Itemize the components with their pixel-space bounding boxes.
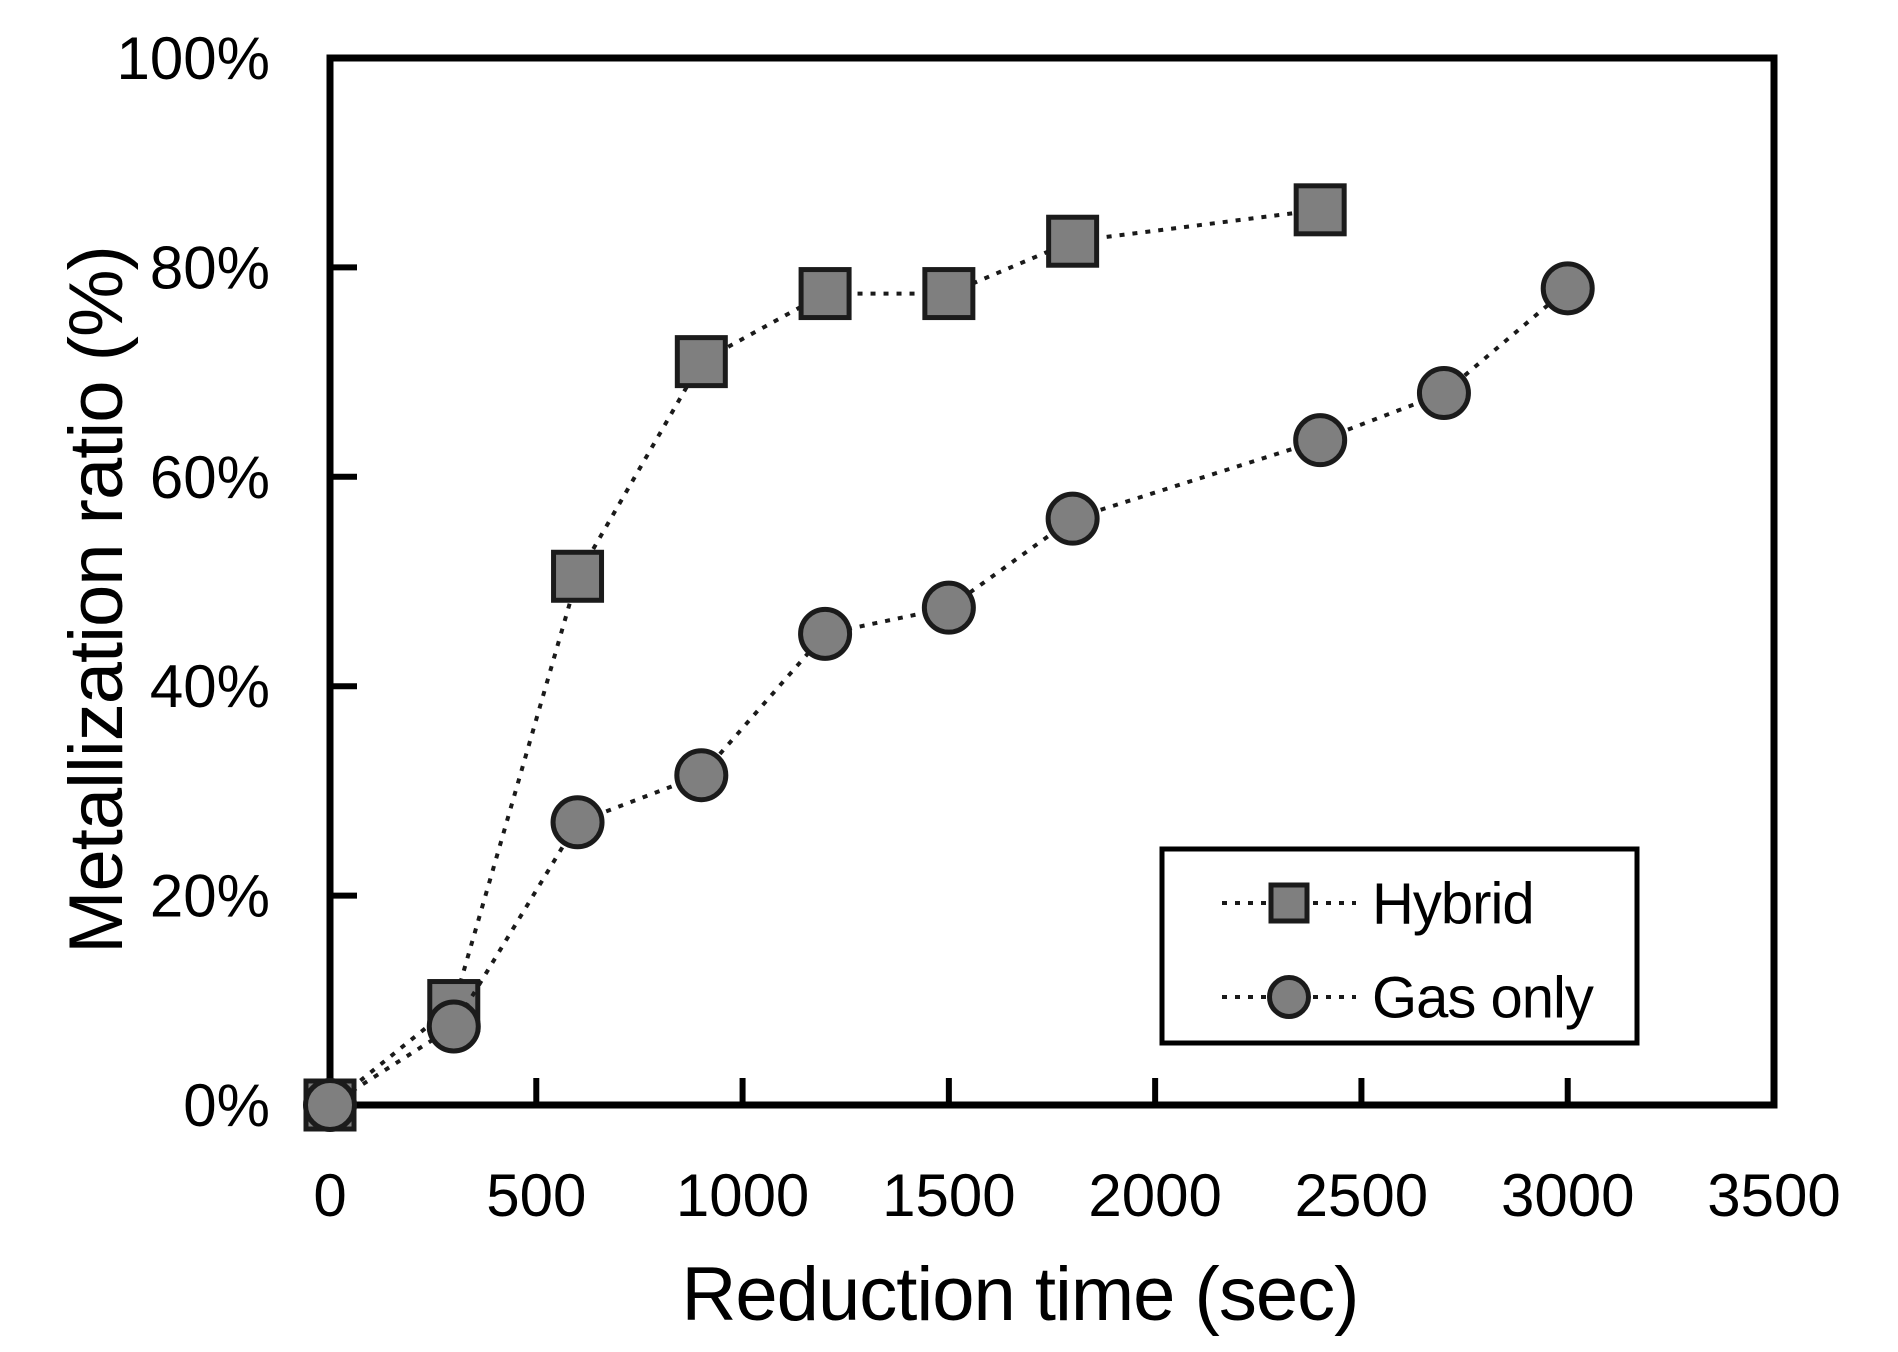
x-tick-label: 3500 <box>1707 1162 1840 1229</box>
data-point-gas-only <box>921 580 976 635</box>
y-tick-label: 0% <box>183 1072 270 1139</box>
data-point-hybrid <box>922 267 976 321</box>
x-tick-label: 1000 <box>676 1162 809 1229</box>
x-tick-label: 1500 <box>882 1162 1015 1229</box>
y-tick-label: 100% <box>117 25 270 92</box>
data-point-gas-only <box>1416 366 1471 421</box>
data-point-gas-only <box>1045 491 1100 546</box>
data-point-gas-only <box>674 748 729 803</box>
legend: Hybrid Gas only <box>1159 846 1640 1046</box>
data-point-hybrid <box>1293 183 1347 237</box>
y-axis-tick-labels: 0% 20% 40% 60% 80% 100% <box>117 25 270 1139</box>
data-point-hybrid <box>798 267 852 321</box>
legend-item-hybrid: Hybrid <box>1222 871 1535 936</box>
y-tick-label: 80% <box>150 234 270 301</box>
data-point-gas-only <box>303 1078 357 1132</box>
legend-marker-gas-only <box>1267 975 1311 1019</box>
y-tick-label: 40% <box>150 653 270 720</box>
data-point-hybrid <box>674 335 728 389</box>
series-gas-only <box>303 261 1595 1132</box>
x-tick-label: 3000 <box>1501 1162 1634 1229</box>
data-point-gas-only <box>1540 261 1595 316</box>
data-point-gas-only <box>1293 413 1348 468</box>
x-axis-tick-labels: 0 500 1000 1500 2000 2500 3000 3500 <box>313 1162 1840 1229</box>
series-line-hybrid <box>328 207 1321 1107</box>
y-tick-label: 20% <box>150 863 270 930</box>
legend-marker-hybrid <box>1268 882 1310 924</box>
data-series <box>303 183 1595 1132</box>
y-axis-title: Metallization ratio (%) <box>54 246 139 954</box>
data-point-gas-only <box>426 999 481 1054</box>
data-point-gas-only <box>798 606 853 661</box>
legend-item-gas-only: Gas only <box>1222 965 1595 1030</box>
series-line-gas-only <box>328 286 1570 1107</box>
data-point-hybrid <box>551 549 605 603</box>
x-tick-label: 500 <box>486 1162 586 1229</box>
legend-label-hybrid: Hybrid <box>1372 871 1534 936</box>
x-tick-label: 2500 <box>1295 1162 1428 1229</box>
x-axis-title: Reduction time (sec) <box>682 1252 1359 1337</box>
y-tick-label: 60% <box>150 444 270 511</box>
data-point-gas-only <box>550 795 605 850</box>
legend-box <box>1159 846 1640 1046</box>
legend-label-gas-only: Gas only <box>1372 965 1594 1030</box>
x-tick-label: 0 <box>313 1162 346 1229</box>
data-point-hybrid <box>1046 214 1100 268</box>
x-tick-label: 2000 <box>1088 1162 1221 1229</box>
